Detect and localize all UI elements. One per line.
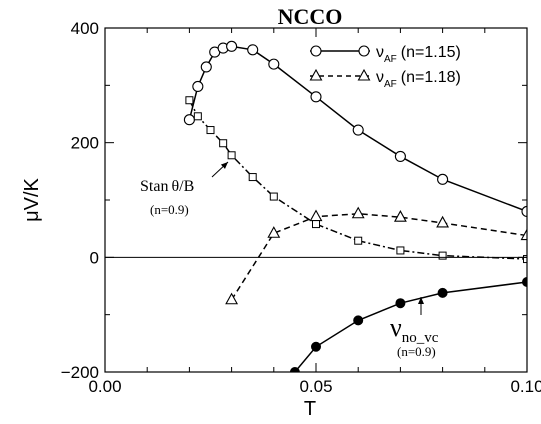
data-point [395, 298, 406, 309]
y-tick-label: −200 [61, 363, 99, 382]
data-point [193, 112, 202, 121]
data-point [268, 58, 280, 70]
data-point [206, 126, 215, 135]
legend-label-1: νAF (n=1.15) [376, 44, 461, 65]
data-point [185, 96, 194, 105]
annotation-novc-label: νno_vc [390, 313, 439, 346]
data-point [522, 276, 527, 287]
data-point [248, 173, 257, 182]
data-point [227, 151, 236, 160]
data-point [247, 44, 259, 56]
series-layer [183, 40, 527, 372]
data-point [393, 210, 407, 222]
annotation-stan-suffix: /B [179, 178, 194, 195]
x-tick-label: 0.00 [88, 377, 121, 396]
data-point [520, 228, 527, 241]
legend-label-2: νAF (n=1.18) [376, 69, 461, 90]
annotation-stan-theta: θ [171, 178, 179, 195]
x-tick-label: 0.10 [510, 377, 541, 396]
series-2 [225, 206, 527, 305]
chart-title: NCCO [278, 4, 343, 29]
data-point [200, 61, 212, 73]
legend: νAF (n=1.15) νAF (n=1.18) [309, 44, 461, 90]
data-point [394, 150, 406, 162]
data-point [437, 173, 449, 185]
legend-suffix-2: (n=1.18) [401, 69, 461, 86]
annotation-stan-sub: (n=0.9) [150, 202, 189, 217]
annotation-stan-label: Stan θ/B [140, 178, 194, 195]
y-tick-label: 400 [71, 19, 99, 38]
data-point [312, 220, 320, 229]
annotation-stan: Stan θ/B (n=0.9) [140, 161, 229, 217]
data-point [436, 215, 450, 228]
data-point [309, 209, 323, 222]
data-point [289, 367, 300, 372]
series-line-4 [294, 281, 527, 372]
series-3 [185, 96, 527, 264]
data-point [437, 287, 448, 298]
y-axis-label: μV/K [21, 177, 43, 221]
data-point [523, 255, 527, 264]
legend-marker-2b [357, 68, 371, 81]
series-4 [289, 276, 527, 372]
data-point [226, 40, 238, 52]
x-axis-label: T [304, 398, 316, 420]
data-point [311, 341, 321, 352]
annotation-novc: νno_vc (n=0.9) [390, 297, 439, 359]
data-point [521, 205, 527, 218]
annotation-novc-note: (n=0.9) [397, 344, 436, 359]
data-point [267, 226, 281, 238]
legend-symbol-2: ν [376, 69, 384, 86]
data-point [183, 114, 195, 126]
annotation-novc-sub: no_vc [402, 330, 439, 346]
data-point [438, 251, 447, 260]
data-point [219, 139, 228, 148]
data-point [192, 80, 204, 93]
data-point [352, 124, 364, 136]
annotation-stan-prefix: Stan [140, 178, 168, 195]
data-point [396, 246, 405, 255]
annotation-stan-arrow [211, 161, 229, 178]
data-point [225, 292, 239, 305]
x-tick-label: 0.05 [299, 377, 332, 396]
data-point [351, 206, 365, 219]
data-point [310, 91, 322, 103]
axes-layer: 0.00 0.05 0.10 400 200 0 −200 [61, 19, 541, 396]
legend-suffix-1: (n=1.15) [401, 44, 461, 61]
legend-sub-1: AF [384, 54, 397, 65]
series-line-3 [188, 99, 527, 260]
data-point [269, 192, 278, 201]
data-point [354, 236, 363, 245]
legend-marker-1a [310, 45, 322, 57]
y-tick-label: 0 [90, 248, 99, 267]
legend-symbol-1: ν [376, 44, 384, 61]
data-point [353, 315, 364, 326]
annotation-novc-symbol: ν [390, 313, 402, 342]
y-tick-label: 200 [71, 134, 99, 153]
legend-marker-1b [358, 45, 370, 57]
legend-marker-2a [309, 68, 323, 81]
series-1 [183, 40, 527, 218]
legend-sub-2: AF [384, 79, 397, 90]
